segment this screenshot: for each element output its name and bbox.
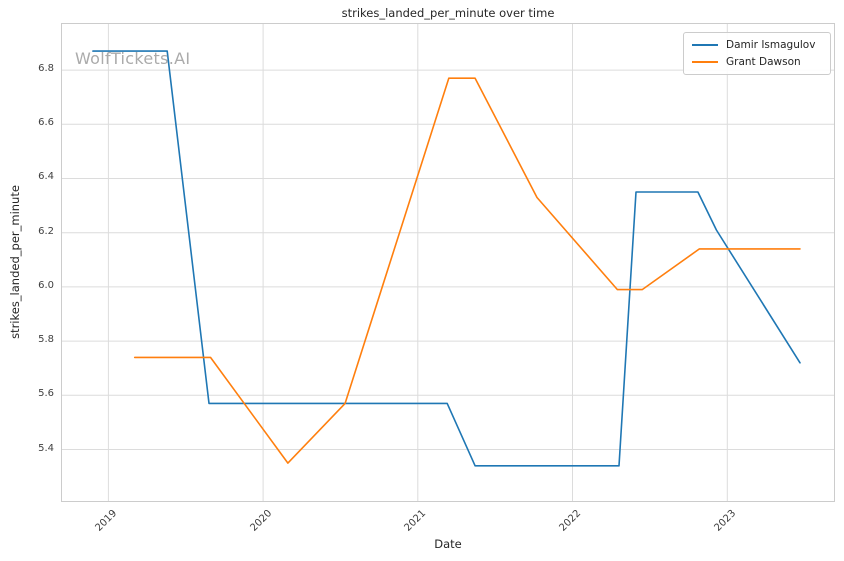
x-tick-label: 2023 [712, 508, 739, 534]
legend-label: Damir Ismagulov [726, 39, 816, 51]
watermark: WolfTickets.AI [75, 49, 191, 68]
x-tick-label: 2021 [402, 508, 429, 534]
legend-line-swatch [692, 61, 718, 63]
x-axis-label: Date [434, 537, 462, 551]
x-tick-label: 2020 [248, 508, 274, 534]
x-tick-label: 2022 [557, 508, 584, 534]
y-tick-label: 6.8 [38, 63, 54, 75]
legend-entry: Grant Dawson [692, 55, 822, 69]
y-tick-label: 6.0 [38, 279, 54, 291]
plot-svg [62, 24, 834, 501]
y-tick-label: 6.4 [38, 171, 54, 183]
y-tick-label: 5.8 [38, 334, 54, 346]
legend-entry: Damir Ismagulov [692, 38, 822, 52]
y-axis-label: strikes_landed_per_minute [8, 185, 22, 339]
series-line-grant-dawson [133, 77, 801, 464]
y-tick-label: 5.4 [38, 442, 54, 454]
plot-area: WolfTickets.AI [61, 23, 835, 502]
legend-label: Grant Dawson [726, 56, 801, 68]
chart-title: strikes_landed_per_minute over time [341, 6, 555, 20]
legend-line-swatch [692, 44, 718, 46]
x-tick-label: 2019 [93, 508, 120, 534]
legend: Damir Ismagulov Grant Dawson [683, 32, 831, 75]
y-tick-label: 6.6 [38, 117, 54, 129]
y-tick-label: 5.6 [38, 388, 54, 400]
series-line-damir-ismagulov [92, 50, 801, 467]
y-tick-label: 6.2 [38, 225, 54, 237]
